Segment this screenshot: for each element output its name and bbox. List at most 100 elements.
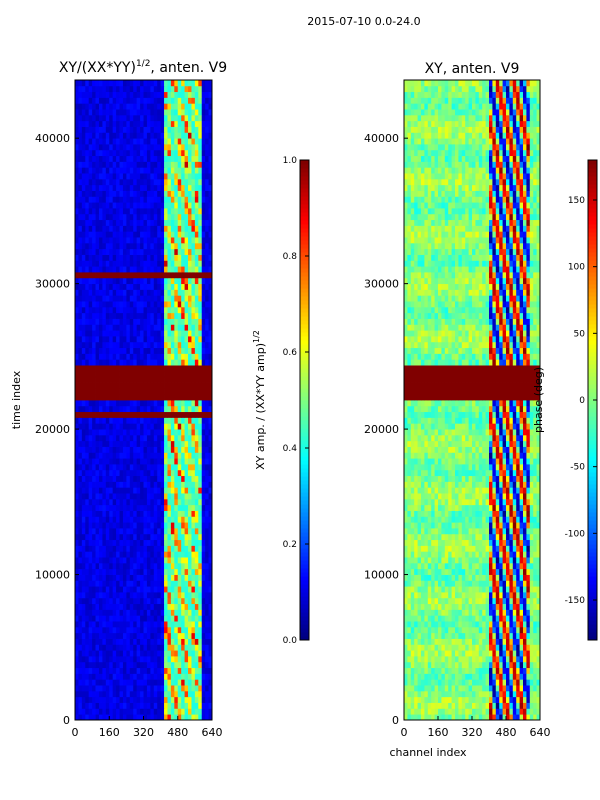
heatmap-cell [184,690,189,698]
heatmap-cell [85,353,90,360]
heatmap-cell [136,341,141,349]
heatmap-cell [205,312,209,319]
heatmap-cell [146,306,151,314]
heatmap-cell [105,208,110,215]
heatmap-cell [116,400,120,407]
heatmap-cell [191,272,196,279]
heatmap-cell [174,562,179,570]
heatmap-cell [81,359,86,366]
heatmap-cell [181,522,185,529]
heatmap-cell [78,656,83,663]
heatmap-cell [164,388,168,395]
heatmap-cell [75,388,79,395]
heatmap-cell [102,557,107,564]
heatmap-cell [81,533,86,541]
heatmap-cell [78,673,83,680]
heatmap-cell [167,469,172,477]
heatmap-cell [105,592,110,599]
heatmap-cell [201,341,206,349]
heatmap-cell [194,167,199,174]
heatmap-cell [526,714,531,721]
heatmap-cell [92,318,96,325]
heatmap-cell [85,562,90,570]
heatmap-cell [201,696,206,703]
heatmap-cell [129,225,134,232]
heatmap-cell [174,155,179,162]
heatmap-cell [167,644,172,651]
heatmap-cell [208,574,213,581]
heatmap-cell [208,382,213,389]
heatmap-cell [181,661,185,669]
heatmap-cell [140,219,144,226]
heatmap-cell [129,621,134,628]
heatmap-cell [448,708,452,715]
heatmap-cell [201,405,206,413]
colorbar-segment [300,272,309,277]
heatmap-cell [75,114,79,122]
heatmap-cell [85,382,90,389]
heatmap-cell [153,708,158,715]
heatmap-cell [174,114,179,122]
heatmap-cell [160,562,165,570]
heatmap-cell [174,266,179,273]
heatmap-cell [75,97,79,104]
heatmap-cell [174,545,179,552]
heatmap-cell [105,545,110,552]
heatmap-cell [116,568,120,575]
heatmap-cell [109,400,114,407]
heatmap-cell [81,487,86,494]
heatmap-cell [160,685,165,692]
heatmap-cell [143,650,148,657]
heatmap-cell [201,603,206,610]
heatmap-cell [198,248,203,255]
heatmap-cell [150,603,155,610]
heatmap-cell [105,155,110,162]
heatmap-cell [201,458,206,465]
heatmap-cell [194,586,199,593]
heatmap-cell [164,382,168,389]
y-tick-label: 40000 [35,132,70,145]
heatmap-cell [164,603,168,610]
heatmap-cell [201,551,206,558]
heatmap-cell [174,405,179,413]
heatmap-cell [482,708,486,715]
heatmap-cell [105,597,110,605]
colorbar-segment [300,460,309,465]
heatmap-cell [170,173,175,180]
heatmap-cell [85,277,90,285]
heatmap-cell [126,306,131,314]
heatmap-cell [188,231,192,238]
heatmap-cell [81,586,86,593]
heatmap-cell [109,458,114,465]
heatmap-cell [170,592,175,599]
heatmap-cell [119,242,124,250]
heatmap-cell [157,376,162,383]
heatmap-cell [468,714,473,721]
heatmap-cell [194,568,199,575]
heatmap-cell [194,149,199,157]
heatmap-cell [75,85,79,93]
colorbar-segment [300,436,309,441]
heatmap-cell [129,260,134,267]
heatmap-cell [160,446,165,453]
colorbar-segment [300,468,309,473]
heatmap-cell [78,411,83,418]
heatmap-cell [150,493,155,500]
heatmap-cell [85,551,90,558]
heatmap-cell [181,702,185,709]
heatmap-cell [181,173,185,180]
heatmap-cell [502,661,507,669]
heatmap-cell [523,661,527,669]
heatmap-cell [177,458,182,465]
heatmap-cell [167,306,172,314]
heatmap-cell [105,237,110,244]
heatmap-cell [92,539,96,546]
heatmap-cell [177,603,182,610]
heatmap-cell [105,580,110,587]
heatmap-cell [88,673,93,680]
heatmap-cell [410,661,415,669]
heatmap-cell [88,586,93,593]
heatmap-cell [136,690,141,698]
heatmap-cell [133,248,138,255]
heatmap-cell [133,551,138,558]
